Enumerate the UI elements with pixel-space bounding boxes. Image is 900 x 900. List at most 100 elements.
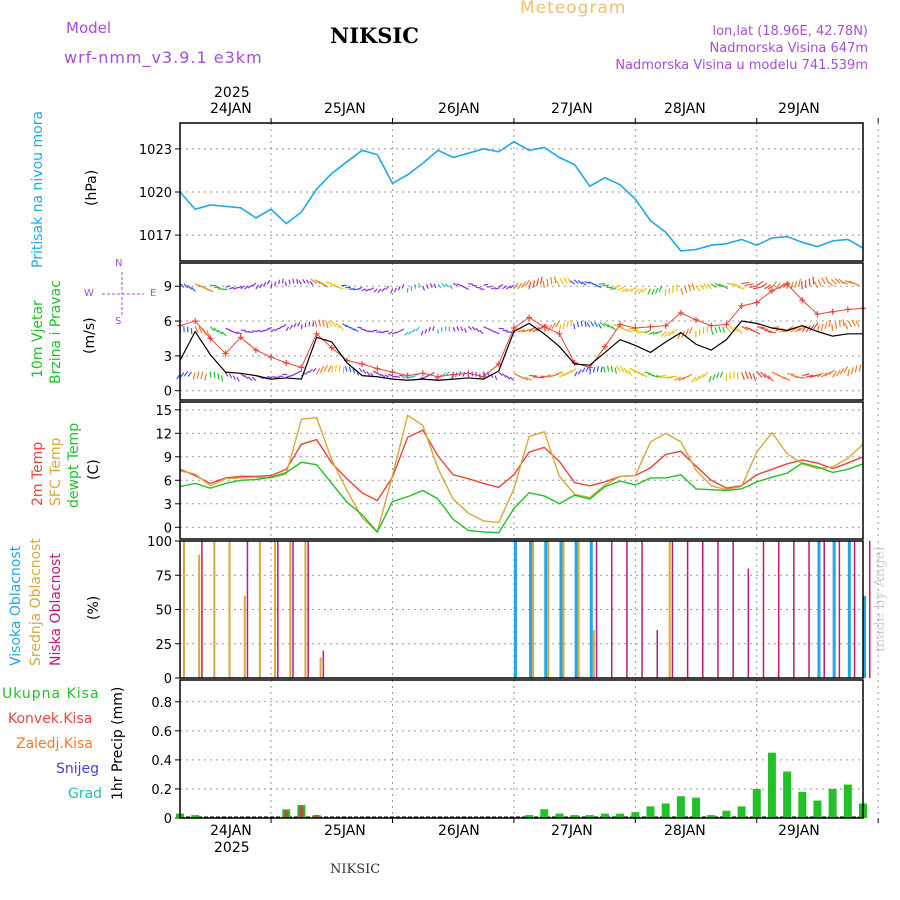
- wind-barb: [236, 376, 240, 382]
- gust-marker: [435, 373, 442, 380]
- wind-barb: [555, 371, 563, 375]
- day-label-bottom: 27JAN: [551, 823, 593, 839]
- wind-barb: [651, 288, 655, 295]
- rain-bar: [570, 815, 579, 818]
- gust-marker: [708, 322, 715, 329]
- wind-barb: [422, 285, 425, 291]
- rain-bar: [661, 803, 670, 818]
- low-cloud-bar: [322, 650, 325, 678]
- gust-marker: [799, 297, 806, 304]
- wind-barb: [300, 324, 303, 330]
- wind-barb: [584, 281, 590, 284]
- wind-barb: [251, 282, 257, 287]
- wind-barb: [334, 364, 337, 372]
- wind-barb: [586, 322, 591, 328]
- wind-barb: [206, 329, 211, 338]
- rain-bar: [616, 813, 625, 818]
- wind-barb: [281, 278, 284, 284]
- y-tick-label: 6: [164, 315, 172, 330]
- wind-barb: [722, 326, 726, 333]
- wind-barb: [623, 367, 629, 374]
- wind-compass: [102, 272, 144, 316]
- wind-barb: [361, 288, 367, 292]
- wind-barb: [282, 323, 287, 328]
- wind-barb: [685, 328, 690, 336]
- y-tick-label: 50: [155, 604, 172, 619]
- wind-barb: [524, 279, 530, 287]
- wind-barb: [824, 321, 828, 330]
- pressure-line: [179, 140, 864, 252]
- wind-barb: [543, 325, 549, 333]
- rain-bar: [798, 791, 807, 818]
- wind-barb: [768, 331, 776, 334]
- wind-barb: [464, 328, 467, 333]
- wind-barb: [847, 369, 850, 377]
- wind-barb: [368, 330, 374, 333]
- low-cloud-bar: [277, 541, 279, 678]
- model-label: Model: [66, 19, 112, 37]
- wind-barb: [432, 326, 435, 331]
- wind-barb: [546, 278, 549, 287]
- wind-barb: [270, 283, 273, 289]
- wind-barb: [790, 327, 798, 333]
- wind-barb: [760, 371, 767, 379]
- panel-frame: [179, 679, 864, 819]
- rain-bar: [692, 797, 701, 818]
- wind-barb: [838, 320, 841, 328]
- gust-marker: [359, 361, 366, 368]
- day-label-bottom: 25JAN: [324, 823, 366, 839]
- day-label-bottom: 24JAN: [210, 823, 252, 839]
- wind-barb: [752, 286, 761, 290]
- gust-marker: [556, 330, 563, 337]
- wind-barb: [756, 326, 765, 329]
- wind-barb: [217, 329, 223, 335]
- wind-barb: [357, 286, 363, 290]
- y-tick-label: 9: [164, 280, 172, 295]
- wind-barb: [764, 284, 772, 290]
- wind-barb: [395, 330, 401, 334]
- wind-barb: [599, 322, 606, 327]
- gust-marker: [465, 370, 472, 377]
- wind-barb: [830, 278, 837, 285]
- wind-barb: [839, 368, 845, 375]
- mid-cloud-bar: [532, 541, 535, 678]
- wind-barb: [437, 283, 442, 289]
- wind-barb: [737, 328, 743, 334]
- wind-barb: [377, 288, 382, 293]
- wind-barb: [783, 329, 791, 333]
- high-cloud-bar: [847, 541, 851, 678]
- wind-barb: [858, 364, 862, 372]
- wind-barb: [365, 288, 370, 292]
- wind-barb: [422, 375, 427, 380]
- rain-bar: [585, 815, 594, 818]
- y-tick-label: 25: [155, 638, 172, 653]
- wind-barb: [550, 277, 553, 285]
- y-tick-label: 12: [155, 427, 172, 442]
- gust-marker: [404, 372, 411, 379]
- wind-barb: [783, 376, 791, 381]
- gust-marker: [268, 354, 275, 361]
- legend-rain: Ukupna Kisa: [2, 686, 100, 702]
- wind-barb: [304, 370, 310, 375]
- rain-bar: [783, 771, 792, 818]
- gust-marker: [495, 361, 502, 368]
- wind-barb: [595, 285, 602, 288]
- wind-barb: [331, 365, 334, 373]
- wind-barb: [558, 324, 562, 332]
- gust-marker: [662, 322, 669, 329]
- wind-barb: [298, 280, 302, 285]
- y-tick-label: 1023: [139, 143, 172, 158]
- wind-barb: [308, 369, 313, 373]
- wind-barb: [247, 376, 253, 381]
- wind-barb: [502, 373, 507, 378]
- wind-barb: [288, 279, 291, 285]
- wind-barb: [644, 371, 651, 375]
- wind-barb: [794, 327, 802, 333]
- legend-snow: Snijeg: [56, 761, 100, 777]
- wind-barb: [594, 321, 598, 328]
- wind-barb: [240, 285, 245, 290]
- mid-cloud-bar: [289, 541, 292, 678]
- wind-barb: [627, 369, 633, 376]
- wind-barb: [835, 369, 841, 377]
- wind-barb: [428, 327, 431, 332]
